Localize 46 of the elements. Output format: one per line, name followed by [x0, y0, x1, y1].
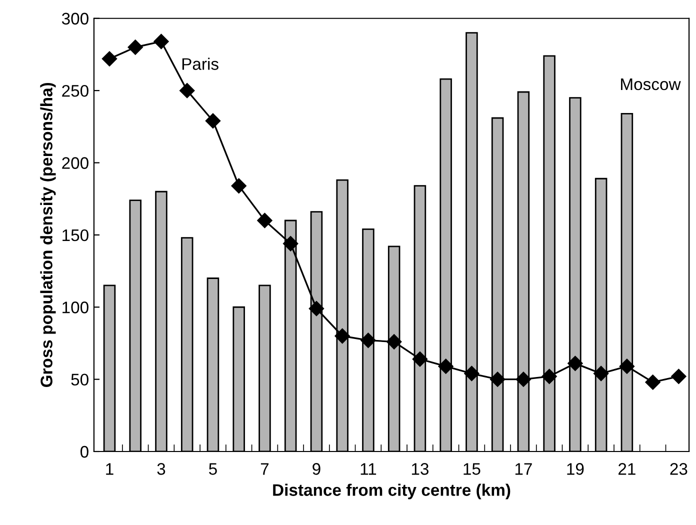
point — [412, 352, 428, 367]
point — [490, 372, 506, 387]
point — [128, 40, 143, 55]
point — [542, 368, 557, 384]
x-tick-label: 23 — [670, 463, 688, 475]
point — [594, 366, 609, 382]
point — [438, 358, 454, 374]
x-tick-label: 19 — [567, 463, 584, 475]
x-tick-label: 3 — [157, 463, 166, 475]
point — [180, 82, 195, 98]
point — [334, 328, 350, 344]
x-tick-label: 13 — [412, 463, 428, 475]
point — [308, 301, 324, 316]
x-tick-label: 21 — [618, 463, 636, 475]
series-label: Moscow — [621, 78, 681, 90]
point — [154, 34, 169, 50]
x-tick-label: 1 — [106, 463, 114, 475]
y-axis-title: Gross population density (persons/ha) — [40, 82, 56, 388]
point — [257, 212, 272, 228]
x-tick-label: 7 — [260, 463, 269, 475]
y-tick-label: 100 — [62, 302, 88, 314]
point — [205, 113, 221, 128]
series-label: Paris — [182, 58, 218, 70]
point — [386, 334, 402, 350]
y-tick-label: 300 — [62, 12, 88, 25]
x-tick-label: 9 — [312, 463, 320, 475]
y-tick-label: 200 — [62, 157, 88, 169]
y-tick-label: 150 — [62, 229, 88, 242]
point — [464, 366, 480, 382]
point — [619, 358, 635, 374]
x-axis-title: Distance from city centre (km) — [273, 484, 510, 500]
point — [645, 374, 660, 390]
point — [102, 51, 118, 66]
x-tick-label: 17 — [515, 463, 532, 475]
x-tick-label: 11 — [360, 463, 376, 475]
y-tick-label: 50 — [71, 374, 88, 386]
point — [671, 368, 686, 384]
point — [360, 332, 376, 348]
point — [283, 236, 298, 252]
y-tick-label: 250 — [62, 84, 88, 97]
x-tick-label: 5 — [209, 463, 217, 475]
x-tick-label: 15 — [464, 463, 480, 475]
point — [231, 178, 246, 194]
point — [516, 372, 532, 387]
y-tick-label: 0 — [80, 446, 88, 458]
point — [568, 356, 583, 371]
